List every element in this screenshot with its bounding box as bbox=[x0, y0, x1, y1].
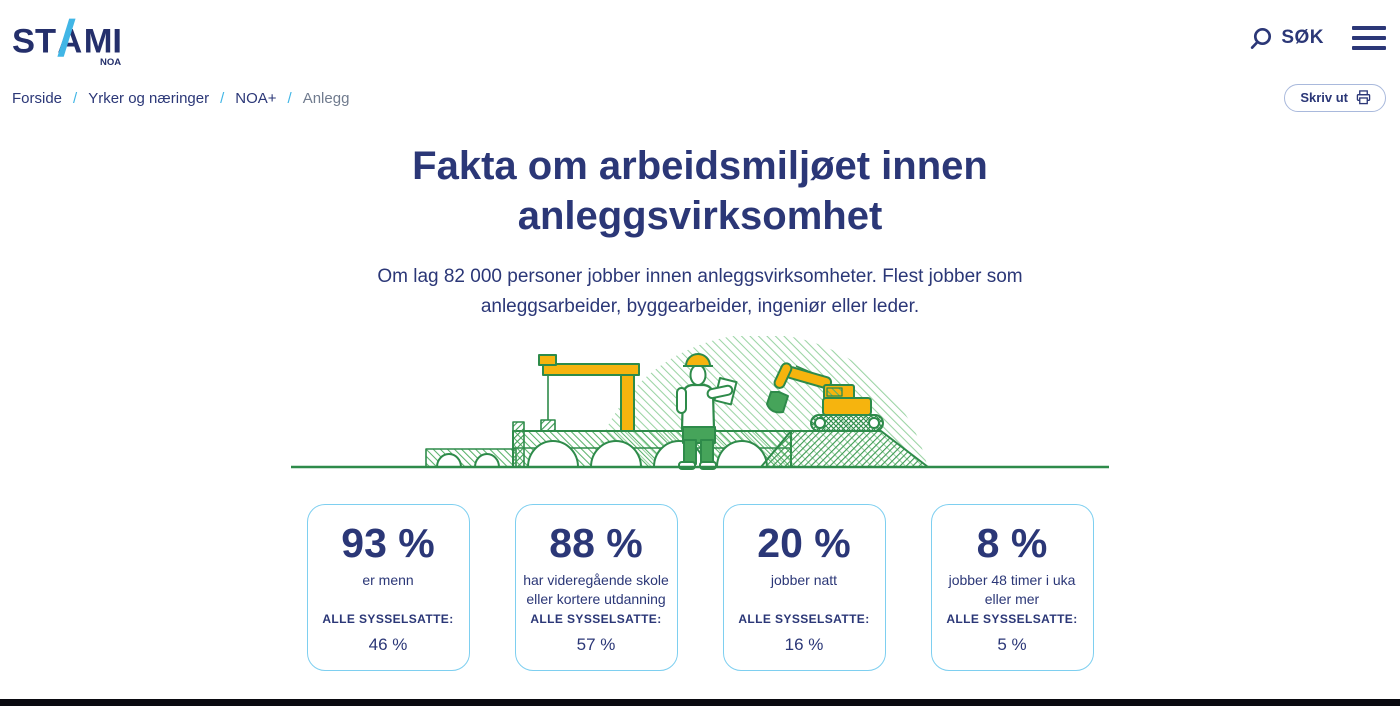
page-subtitle-line-1: Om lag 82 000 personer jobber innen anle… bbox=[377, 266, 1023, 287]
logo-text-noa: NOA bbox=[100, 57, 121, 68]
magnifier-icon bbox=[1251, 27, 1272, 49]
breadcrumb-link-forside[interactable]: Forside bbox=[12, 89, 63, 107]
stat-value: 8 % bbox=[976, 520, 1048, 566]
stat-footnote-value: 16 % bbox=[784, 635, 824, 654]
page-title-line-1: Fakta om arbeidsmiljøet innen bbox=[412, 144, 988, 188]
crane bbox=[538, 354, 640, 432]
logo-text-st: ST bbox=[12, 22, 56, 60]
printer-icon bbox=[1356, 90, 1371, 105]
breadcrumb-current-anlegg: Anlegg bbox=[302, 89, 350, 107]
breadcrumb-separator: / bbox=[220, 89, 225, 107]
page-subtitle: Om lag 82 000 personer jobber innen anle… bbox=[0, 262, 1400, 322]
stat-footnote-label: ALLE SYSSELSATTE: bbox=[322, 612, 454, 626]
stat-cards: 93 % er menn ALLE SYSSELSATTE: 46 % 88 %… bbox=[0, 504, 1400, 671]
logo-slash-accent bbox=[57, 18, 76, 57]
stat-footnote-value: 5 % bbox=[997, 635, 1027, 654]
stat-value: 20 % bbox=[757, 520, 851, 566]
stat-footnote-value: 46 % bbox=[368, 635, 408, 654]
breadcrumb-link-noa-plus[interactable]: NOA+ bbox=[235, 89, 277, 107]
search-label: SØK bbox=[1281, 27, 1324, 48]
print-button[interactable]: Skriv ut bbox=[1284, 84, 1386, 112]
footer-top-edge bbox=[0, 699, 1400, 706]
stat-card-48-timer: 8 % jobber 48 timer i uka eller mer ALLE… bbox=[930, 504, 1094, 671]
stat-footnote-label: ALLE SYSSELSATTE: bbox=[530, 612, 662, 626]
breadcrumb-row: Forside / Yrker og næringer / NOA+ / Anl… bbox=[12, 84, 1386, 112]
hamburger-icon[interactable] bbox=[1352, 26, 1386, 50]
stat-footnote-label: ALLE SYSSELSATTE: bbox=[946, 612, 1078, 626]
stami-logo[interactable]: ST A MI NOA bbox=[12, 18, 130, 72]
stat-label: er menn bbox=[362, 572, 414, 588]
print-button-label: Skriv ut bbox=[1300, 90, 1348, 105]
stat-footnote-label: ALLE SYSSELSATTE: bbox=[738, 612, 870, 626]
stat-value: 93 % bbox=[341, 520, 435, 566]
page-title-line-2: anleggsvirksomhet bbox=[517, 194, 883, 238]
construction-worker bbox=[676, 353, 738, 470]
search-button[interactable]: SØK bbox=[1250, 27, 1324, 50]
stat-card-er-menn: 93 % er menn ALLE SYSSELSATTE: 46 % bbox=[306, 504, 470, 671]
stat-card-jobber-natt: 20 % jobber natt ALLE SYSSELSATTE: 16 % bbox=[722, 504, 886, 671]
breadcrumb-separator: / bbox=[287, 89, 292, 107]
stat-label: jobber 48 timer i uka eller mer bbox=[948, 572, 1076, 607]
page-title: Fakta om arbeidsmiljøet innen anleggsvir… bbox=[0, 141, 1400, 241]
breadcrumb-link-yrker-og-naeringer[interactable]: Yrker og næringer bbox=[88, 89, 210, 107]
stat-footnote-value: 57 % bbox=[576, 635, 616, 654]
construction-illustration bbox=[291, 336, 1109, 476]
stat-label: jobber natt bbox=[770, 572, 838, 588]
breadcrumb-separator: / bbox=[73, 89, 78, 107]
site-header: ST A MI NOA SØK bbox=[12, 18, 1386, 72]
header-actions: SØK bbox=[1250, 26, 1386, 50]
page-subtitle-line-2: anleggsarbeider, byggearbeider, ingeniør… bbox=[480, 296, 920, 317]
stat-card-utdanning: 88 % har videregående skole eller korter… bbox=[514, 504, 678, 671]
stat-value: 88 % bbox=[549, 520, 643, 566]
logo-text-mi: MI bbox=[84, 22, 122, 60]
excavator bbox=[766, 362, 884, 432]
stat-label: har videregående skole eller kortere utd… bbox=[523, 572, 669, 607]
hero: Fakta om arbeidsmiljøet innen anleggsvir… bbox=[0, 141, 1400, 322]
breadcrumb: Forside / Yrker og næringer / NOA+ / Anl… bbox=[12, 90, 349, 107]
